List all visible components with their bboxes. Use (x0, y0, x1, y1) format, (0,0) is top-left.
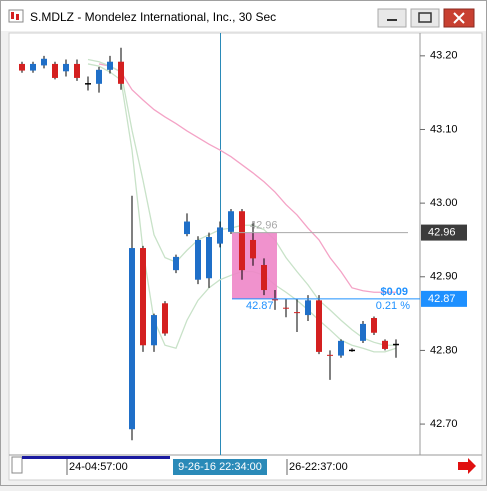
candle-body (129, 248, 135, 430)
candle-body (239, 211, 245, 271)
price-label: 42.87 (428, 293, 456, 305)
candle-body (382, 340, 388, 349)
candle-body (228, 211, 234, 232)
candle-body (96, 69, 102, 84)
x-tick-label: 26-22:37:00 (289, 461, 348, 473)
scroll-right-arrow[interactable] (458, 458, 476, 474)
y-tick-label: 43.10 (430, 123, 458, 135)
candle-body (118, 61, 124, 84)
scroll-bar[interactable] (22, 456, 170, 459)
candle-body (184, 221, 190, 235)
price-label-box (421, 290, 467, 307)
candle-body (140, 248, 146, 346)
candle-body (173, 256, 179, 271)
candle-body (316, 300, 322, 352)
price-label: 42.96 (428, 226, 456, 238)
measure-start-label: 42.96 (250, 219, 278, 231)
candle-body (63, 63, 69, 72)
measure-change: $0.09 (380, 286, 408, 298)
x-tick-label: 9-26-16 22:34:00 (178, 461, 262, 473)
app-icon (8, 9, 24, 23)
candle-body (272, 298, 278, 301)
price-label-box (421, 224, 467, 241)
x-label-highlight (173, 459, 267, 475)
y-tick-label: 43.20 (430, 50, 458, 62)
candle-body (250, 239, 256, 259)
window-title: S.MDLZ - Mondelez International, Inc., 3… (30, 10, 276, 24)
candle-body (217, 227, 223, 244)
close-button[interactable] (443, 8, 475, 28)
y-tick-label: 42.70 (430, 418, 458, 430)
candle-body (107, 61, 113, 70)
candle-body (261, 264, 267, 291)
candle-body (360, 323, 366, 341)
moving-average-line (98, 63, 396, 293)
candle-body (41, 58, 47, 66)
measure-percent: 0.21 % (376, 300, 410, 312)
candle-body (371, 318, 377, 333)
candle-body (74, 63, 80, 78)
y-tick-label: 42.80 (430, 344, 458, 356)
y-tick-label: 43.00 (430, 197, 458, 209)
candle-body (283, 307, 289, 309)
maximize-button[interactable] (410, 8, 440, 28)
y-tick-label: 42.90 (430, 271, 458, 283)
candle-body (305, 300, 311, 316)
scroll-handle[interactable] (11, 456, 23, 474)
measure-end-label: 42.87 (246, 300, 274, 312)
candle-body (338, 340, 344, 356)
candle-body (162, 303, 168, 334)
candle-body (294, 312, 300, 314)
candle-body (30, 63, 36, 71)
candle-body (52, 63, 58, 78)
x-tick-label: 24-04:57:00 (69, 461, 128, 473)
candle-body (327, 354, 333, 356)
candle-body (195, 239, 201, 280)
candle-body (206, 237, 212, 279)
candle-body (151, 315, 157, 346)
candle-body (19, 63, 25, 71)
minimize-button[interactable] (377, 8, 407, 28)
